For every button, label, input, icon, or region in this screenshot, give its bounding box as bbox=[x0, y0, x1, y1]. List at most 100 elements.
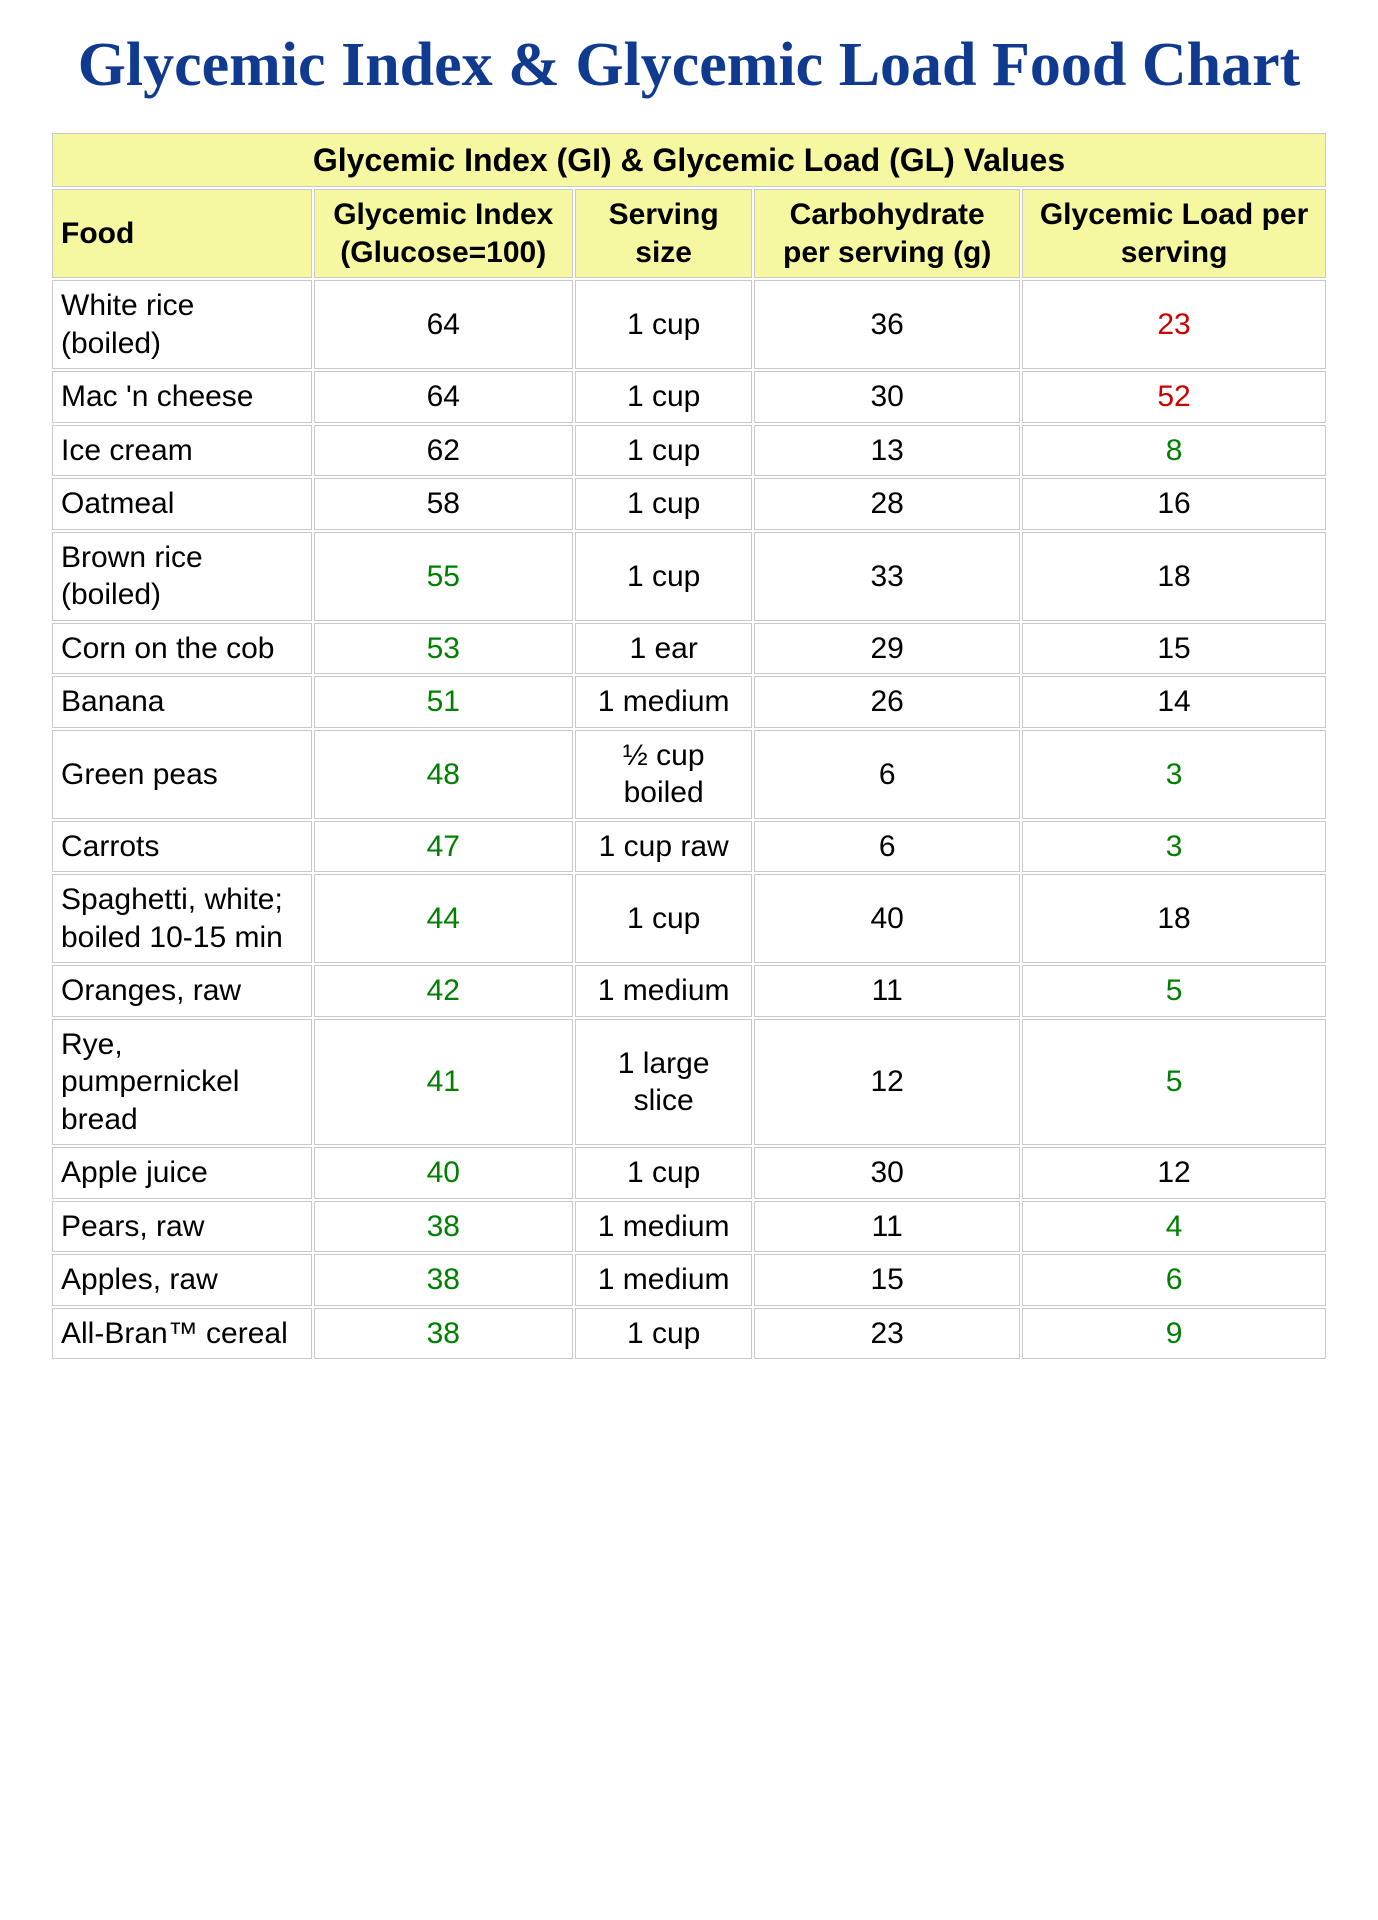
table-row: All-Bran™ cereal381 cup239 bbox=[52, 1308, 1326, 1360]
cell-value: 1 cup bbox=[575, 532, 752, 621]
table-caption: Glycemic Index (GI) & Glycemic Load (GL)… bbox=[52, 133, 1326, 187]
table-row: Spaghetti, white; boiled 10-15 min441 cu… bbox=[52, 874, 1326, 963]
cell-value: 38 bbox=[314, 1254, 574, 1306]
cell-value: 5 bbox=[1022, 1019, 1326, 1146]
cell-value: 4 bbox=[1022, 1201, 1326, 1253]
cell-value: 40 bbox=[314, 1147, 574, 1199]
cell-value: 58 bbox=[314, 478, 574, 530]
cell-value: 42 bbox=[314, 965, 574, 1017]
cell-value: 38 bbox=[314, 1201, 574, 1253]
cell-value: 36 bbox=[754, 280, 1020, 369]
cell-value: 5 bbox=[1022, 965, 1326, 1017]
cell-value: ½ cup boiled bbox=[575, 730, 752, 819]
cell-value: 6 bbox=[754, 730, 1020, 819]
cell-value: 3 bbox=[1022, 730, 1326, 819]
cell-value: 6 bbox=[1022, 1254, 1326, 1306]
gi-table: Glycemic Index (GI) & Glycemic Load (GL)… bbox=[50, 131, 1328, 1361]
cell-value: 16 bbox=[1022, 478, 1326, 530]
cell-food: Green peas bbox=[52, 730, 312, 819]
cell-value: 62 bbox=[314, 425, 574, 477]
cell-value: 1 cup bbox=[575, 1308, 752, 1360]
cell-value: 13 bbox=[754, 425, 1020, 477]
table-row: Brown rice (boiled)551 cup3318 bbox=[52, 532, 1326, 621]
cell-value: 1 cup bbox=[575, 478, 752, 530]
cell-value: 12 bbox=[754, 1019, 1020, 1146]
cell-food: Oranges, raw bbox=[52, 965, 312, 1017]
cell-value: 23 bbox=[1022, 280, 1326, 369]
cell-value: 1 cup bbox=[575, 371, 752, 423]
cell-value: 47 bbox=[314, 821, 574, 873]
table-row: Apples, raw381 medium156 bbox=[52, 1254, 1326, 1306]
cell-value: 30 bbox=[754, 1147, 1020, 1199]
table-row: Corn on the cob531 ear2915 bbox=[52, 623, 1326, 675]
table-row: Green peas48½ cup boiled63 bbox=[52, 730, 1326, 819]
cell-value: 18 bbox=[1022, 532, 1326, 621]
cell-value: 1 cup bbox=[575, 874, 752, 963]
cell-value: 64 bbox=[314, 371, 574, 423]
cell-food: Oatmeal bbox=[52, 478, 312, 530]
table-row: Mac 'n cheese641 cup3052 bbox=[52, 371, 1326, 423]
cell-value: 53 bbox=[314, 623, 574, 675]
cell-food: Spaghetti, white; boiled 10-15 min bbox=[52, 874, 312, 963]
cell-value: 55 bbox=[314, 532, 574, 621]
cell-food: Rye, pumpernickel bread bbox=[52, 1019, 312, 1146]
cell-food: Pears, raw bbox=[52, 1201, 312, 1253]
page-title: Glycemic Index & Glycemic Load Food Char… bbox=[50, 30, 1328, 101]
cell-value: 52 bbox=[1022, 371, 1326, 423]
cell-value: 12 bbox=[1022, 1147, 1326, 1199]
cell-value: 18 bbox=[1022, 874, 1326, 963]
cell-value: 1 cup bbox=[575, 280, 752, 369]
cell-value: 9 bbox=[1022, 1308, 1326, 1360]
table-row: Rye, pumpernickel bread411 large slice12… bbox=[52, 1019, 1326, 1146]
cell-food: Brown rice (boiled) bbox=[52, 532, 312, 621]
cell-value: 1 medium bbox=[575, 1201, 752, 1253]
cell-value: 15 bbox=[754, 1254, 1020, 1306]
col-header: Serving size bbox=[575, 189, 752, 278]
col-header: Food bbox=[52, 189, 312, 278]
cell-value: 26 bbox=[754, 676, 1020, 728]
col-header: Glycemic Index (Glucose=100) bbox=[314, 189, 574, 278]
cell-value: 1 ear bbox=[575, 623, 752, 675]
cell-value: 48 bbox=[314, 730, 574, 819]
cell-value: 1 cup bbox=[575, 1147, 752, 1199]
cell-value: 1 medium bbox=[575, 965, 752, 1017]
cell-food: Mac 'n cheese bbox=[52, 371, 312, 423]
cell-value: 6 bbox=[754, 821, 1020, 873]
cell-value: 1 cup bbox=[575, 425, 752, 477]
cell-food: White rice (boiled) bbox=[52, 280, 312, 369]
col-header: Carbohydrate per serving (g) bbox=[754, 189, 1020, 278]
cell-value: 14 bbox=[1022, 676, 1326, 728]
cell-value: 44 bbox=[314, 874, 574, 963]
cell-value: 41 bbox=[314, 1019, 574, 1146]
cell-value: 51 bbox=[314, 676, 574, 728]
cell-food: Banana bbox=[52, 676, 312, 728]
cell-food: Carrots bbox=[52, 821, 312, 873]
cell-value: 29 bbox=[754, 623, 1020, 675]
cell-food: Apple juice bbox=[52, 1147, 312, 1199]
cell-value: 15 bbox=[1022, 623, 1326, 675]
table-row: Ice cream621 cup138 bbox=[52, 425, 1326, 477]
table-row: Oranges, raw421 medium115 bbox=[52, 965, 1326, 1017]
cell-value: 3 bbox=[1022, 821, 1326, 873]
cell-value: 33 bbox=[754, 532, 1020, 621]
cell-value: 23 bbox=[754, 1308, 1020, 1360]
col-header: Glycemic Load per serving bbox=[1022, 189, 1326, 278]
table-row: Pears, raw381 medium114 bbox=[52, 1201, 1326, 1253]
cell-food: Corn on the cob bbox=[52, 623, 312, 675]
cell-value: 30 bbox=[754, 371, 1020, 423]
table-row: Banana511 medium2614 bbox=[52, 676, 1326, 728]
cell-food: Apples, raw bbox=[52, 1254, 312, 1306]
cell-value: 40 bbox=[754, 874, 1020, 963]
cell-food: All-Bran™ cereal bbox=[52, 1308, 312, 1360]
table-row: Oatmeal581 cup2816 bbox=[52, 478, 1326, 530]
gi-table-body: White rice (boiled)641 cup3623Mac 'n che… bbox=[52, 280, 1326, 1359]
cell-value: 1 large slice bbox=[575, 1019, 752, 1146]
cell-value: 1 medium bbox=[575, 676, 752, 728]
cell-value: 8 bbox=[1022, 425, 1326, 477]
table-header-row: FoodGlycemic Index (Glucose=100)Serving … bbox=[52, 189, 1326, 278]
cell-value: 28 bbox=[754, 478, 1020, 530]
cell-value: 11 bbox=[754, 1201, 1020, 1253]
table-row: Carrots471 cup raw63 bbox=[52, 821, 1326, 873]
table-row: Apple juice401 cup3012 bbox=[52, 1147, 1326, 1199]
cell-value: 64 bbox=[314, 280, 574, 369]
